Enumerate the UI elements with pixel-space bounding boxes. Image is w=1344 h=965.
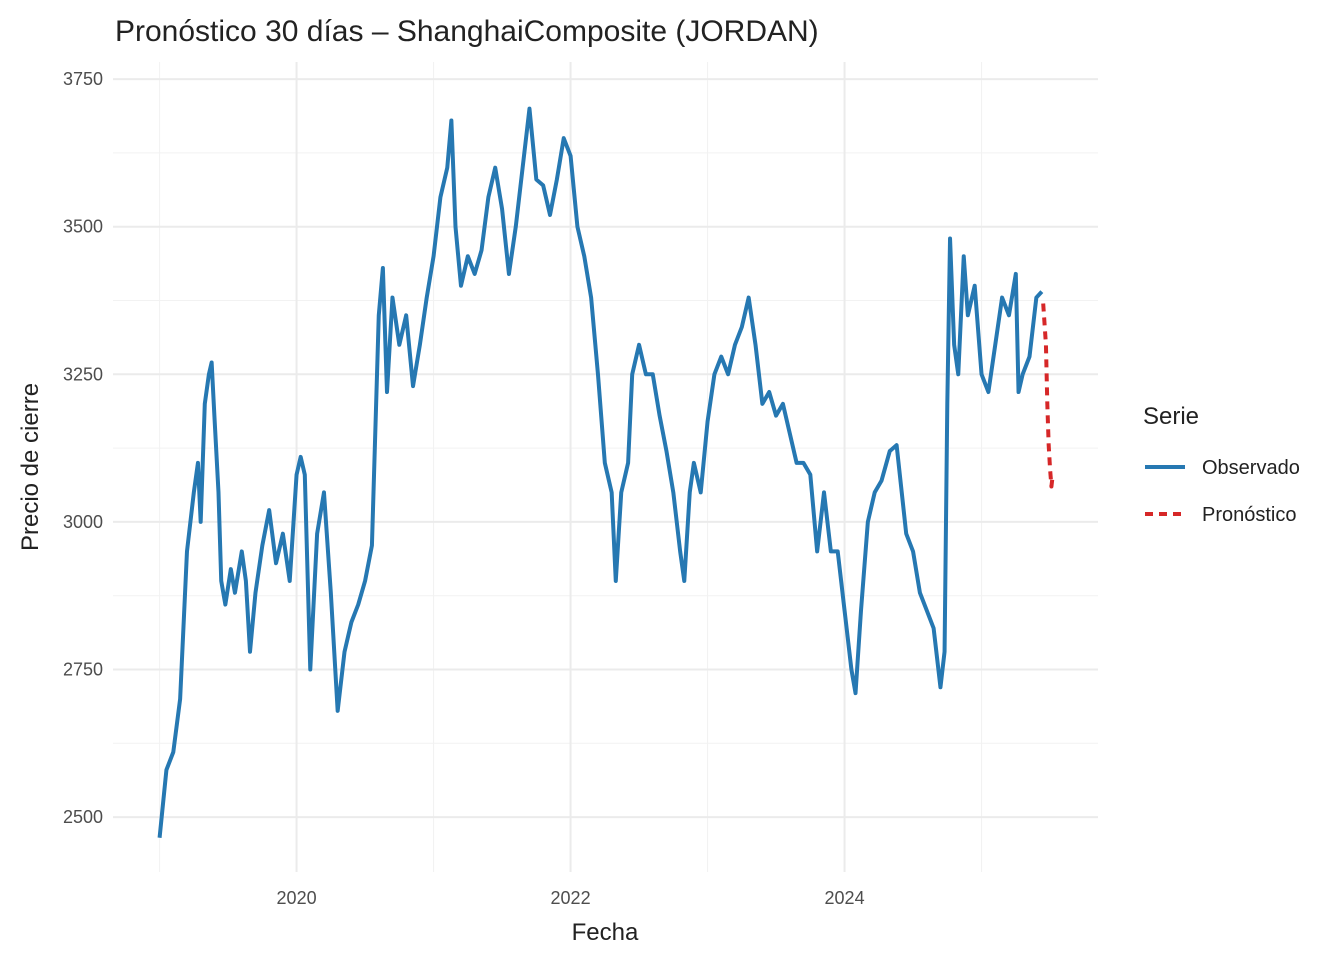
y-axis-label: Precio de cierre [17, 383, 44, 551]
legend-label: Pronóstico [1202, 504, 1297, 526]
y-tick-label: 3000 [63, 512, 103, 532]
legend-title: Serie [1143, 403, 1199, 430]
legend-label: Observado [1202, 457, 1300, 479]
series-line [157, 106, 1044, 838]
x-tick-label: 2022 [551, 888, 591, 908]
y-tick-label: 3500 [63, 217, 103, 237]
x-tick-label: 2020 [277, 888, 317, 908]
y-tick-label: 2500 [63, 807, 103, 827]
x-axis-label: Fecha [572, 919, 639, 946]
y-tick-label: 3250 [63, 364, 103, 384]
chart-title: Pronóstico 30 días – ShanghaiComposite (… [115, 15, 819, 48]
y-tick-label: 2750 [63, 660, 103, 680]
x-tick-label: 2024 [825, 888, 865, 908]
series-line [1041, 303, 1055, 489]
y-tick-label: 3750 [63, 69, 103, 89]
